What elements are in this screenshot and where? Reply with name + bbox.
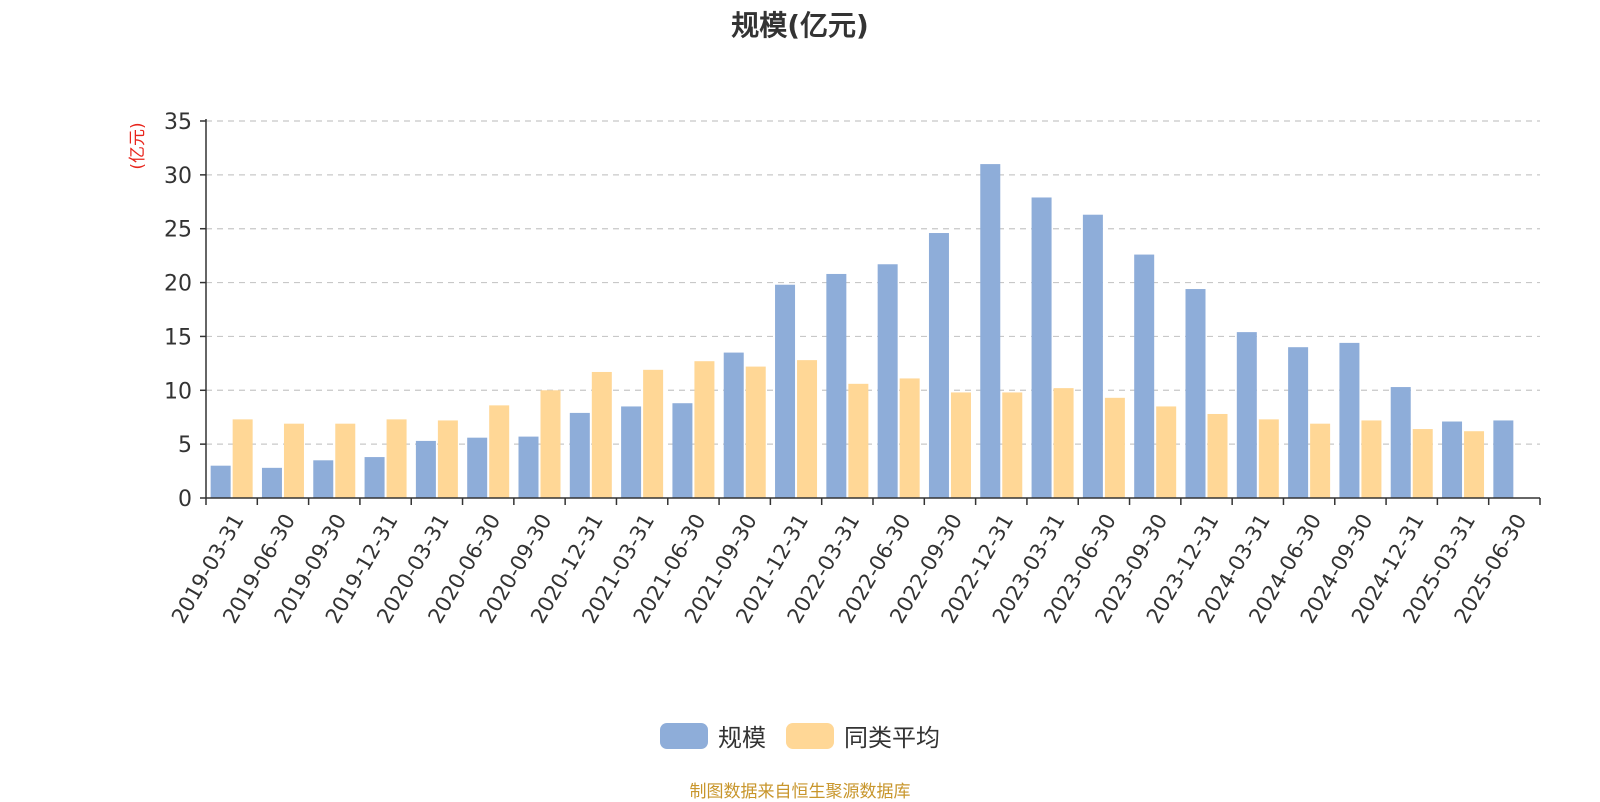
legend-swatch-scale	[660, 722, 708, 749]
bar-average	[745, 366, 766, 498]
bar-scale	[877, 264, 898, 498]
bar-average	[283, 423, 304, 498]
bar-average	[899, 378, 920, 498]
legend-item-scale[interactable]: 规模	[660, 718, 766, 753]
bar-scale	[1185, 289, 1206, 498]
bar-scale	[1339, 342, 1360, 498]
bar-average	[591, 371, 612, 498]
bar-scale	[518, 436, 539, 498]
bar-scale	[415, 440, 436, 498]
bar-scale	[467, 437, 488, 498]
bar-scale	[1442, 421, 1463, 498]
bar-average	[386, 419, 407, 498]
bar-average	[848, 383, 869, 498]
bar-average	[540, 390, 561, 498]
bar-scale	[313, 460, 334, 498]
bar-scale	[569, 412, 590, 498]
legend-label-average: 同类平均	[844, 724, 940, 752]
y-tick-label: 0	[178, 487, 192, 512]
bar-average	[950, 392, 971, 498]
legend-item-average[interactable]: 同类平均	[786, 718, 940, 753]
y-tick-label: 35	[164, 110, 192, 135]
bar-scale	[210, 465, 231, 498]
bar-average	[1053, 388, 1074, 498]
bar-scale	[775, 284, 796, 498]
chart-title: 规模(亿元)	[731, 9, 869, 42]
bar-average	[694, 361, 715, 498]
bar-average	[437, 420, 458, 498]
y-tick-label: 25	[164, 218, 192, 243]
bar-scale	[672, 403, 693, 498]
bar-scale	[980, 164, 1001, 499]
bar-scale	[1236, 332, 1257, 498]
bar-scale	[723, 352, 744, 498]
bar-average	[1207, 413, 1228, 498]
bar-average	[335, 423, 356, 498]
axes: 051015202530352019-03-312019-06-302019-0…	[164, 110, 1541, 628]
bar-average	[232, 419, 253, 498]
y-tick-label: 15	[164, 325, 192, 350]
source-note: 制图数据来自恒生聚源数据库	[689, 782, 911, 802]
bar-average	[1002, 392, 1023, 498]
bar-scale	[1390, 387, 1411, 498]
bar-scale	[1288, 347, 1309, 498]
y-tick-label: 5	[178, 433, 192, 458]
bar-average	[1361, 420, 1382, 498]
bar-scale	[621, 406, 642, 498]
bar-average	[489, 405, 510, 498]
y-axis-unit-label: (亿元)	[128, 122, 148, 169]
legend-swatch-average	[786, 722, 834, 749]
y-tick-label: 30	[164, 164, 192, 189]
bar-scale	[364, 457, 385, 498]
bar-average	[797, 360, 818, 498]
bar-average	[1104, 397, 1125, 498]
bar-scale	[1082, 214, 1103, 498]
bar-scale	[1031, 197, 1052, 498]
bar-average	[1258, 419, 1279, 498]
bar-scale	[261, 467, 282, 498]
bar-scale	[826, 273, 847, 498]
y-tick-label: 20	[164, 272, 192, 297]
bar-average	[643, 369, 664, 498]
bar-scale	[1493, 420, 1514, 498]
legend-label-scale: 规模	[718, 724, 766, 752]
bar-average	[1412, 429, 1433, 498]
bar-average	[1156, 406, 1177, 498]
legend: 规模 同类平均	[0, 718, 1600, 753]
bar-scale	[1134, 254, 1155, 498]
bar-average	[1310, 423, 1331, 498]
bars	[210, 164, 1514, 499]
bar-scale	[928, 233, 949, 498]
bar-average	[1464, 431, 1485, 498]
y-tick-label: 10	[164, 379, 192, 404]
